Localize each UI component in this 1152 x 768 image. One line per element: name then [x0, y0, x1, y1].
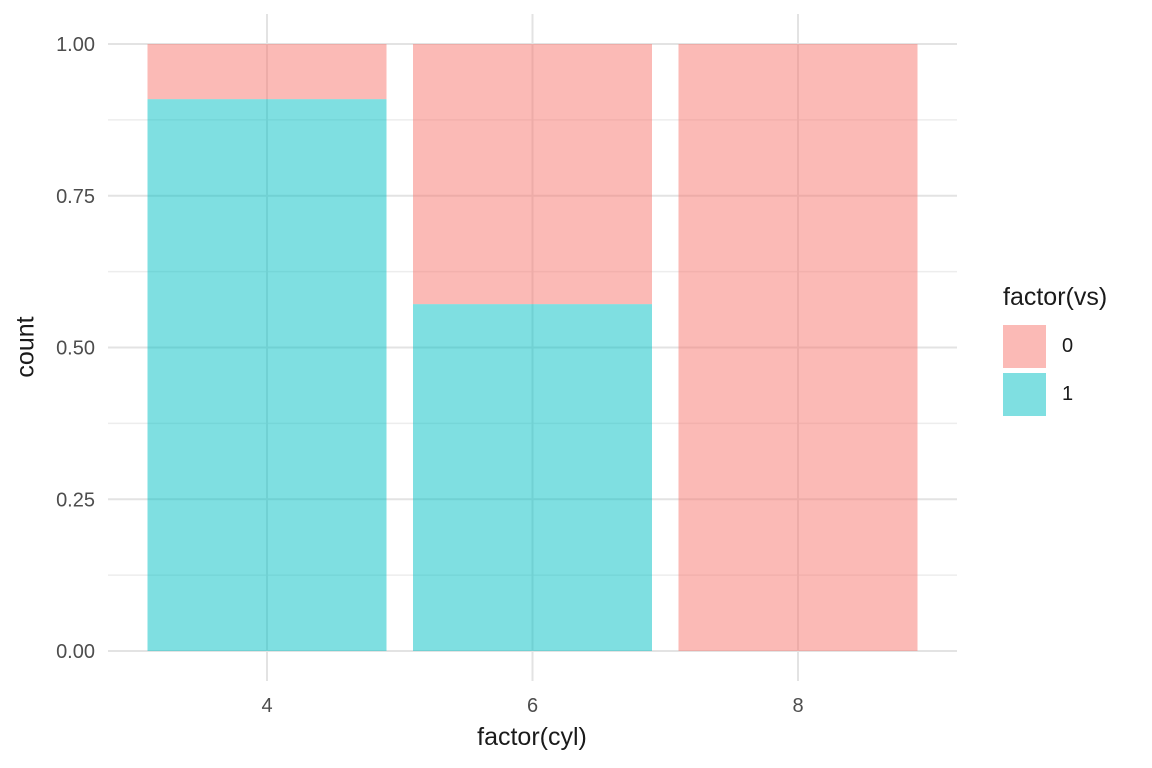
- legend-item-0: 0: [1003, 324, 1107, 368]
- bar-segment-cyl6-vs0: [413, 44, 652, 305]
- bar-segment-cyl6-vs1: [413, 304, 652, 651]
- axis-labels-layer: 0.00 0.25 0.50 0.75 1.00 4 6 8: [56, 34, 804, 717]
- y-tick-label: 0.50: [56, 338, 95, 360]
- y-tick-label: 0.75: [56, 186, 95, 208]
- legend-item-1: 1: [1003, 372, 1107, 416]
- y-tick-label: 1.00: [56, 34, 95, 56]
- legend-title: factor(vs): [1003, 283, 1108, 311]
- bar-segment-cyl4-vs1: [147, 99, 387, 652]
- y-axis-title: count: [12, 316, 40, 377]
- legend-label-vs1: 1: [1062, 382, 1074, 405]
- legend: factor(vs) 0 1: [1003, 283, 1108, 421]
- bars-layer: [147, 44, 918, 652]
- legend-swatch-vs1: [1003, 372, 1046, 416]
- y-tick-label: 0.00: [56, 641, 95, 663]
- x-tick-label: 4: [261, 695, 272, 717]
- legend-swatch-vs0: [1003, 324, 1046, 368]
- x-tick-label: 8: [792, 695, 803, 717]
- legend-label-vs0: 0: [1062, 334, 1074, 357]
- y-tick-label: 0.25: [56, 489, 95, 511]
- x-axis-title: factor(cyl): [477, 723, 587, 751]
- bar-segment-cyl8-vs0: [678, 44, 918, 651]
- bar-segment-cyl4-vs0: [147, 44, 387, 100]
- x-tick-label: 6: [527, 695, 538, 717]
